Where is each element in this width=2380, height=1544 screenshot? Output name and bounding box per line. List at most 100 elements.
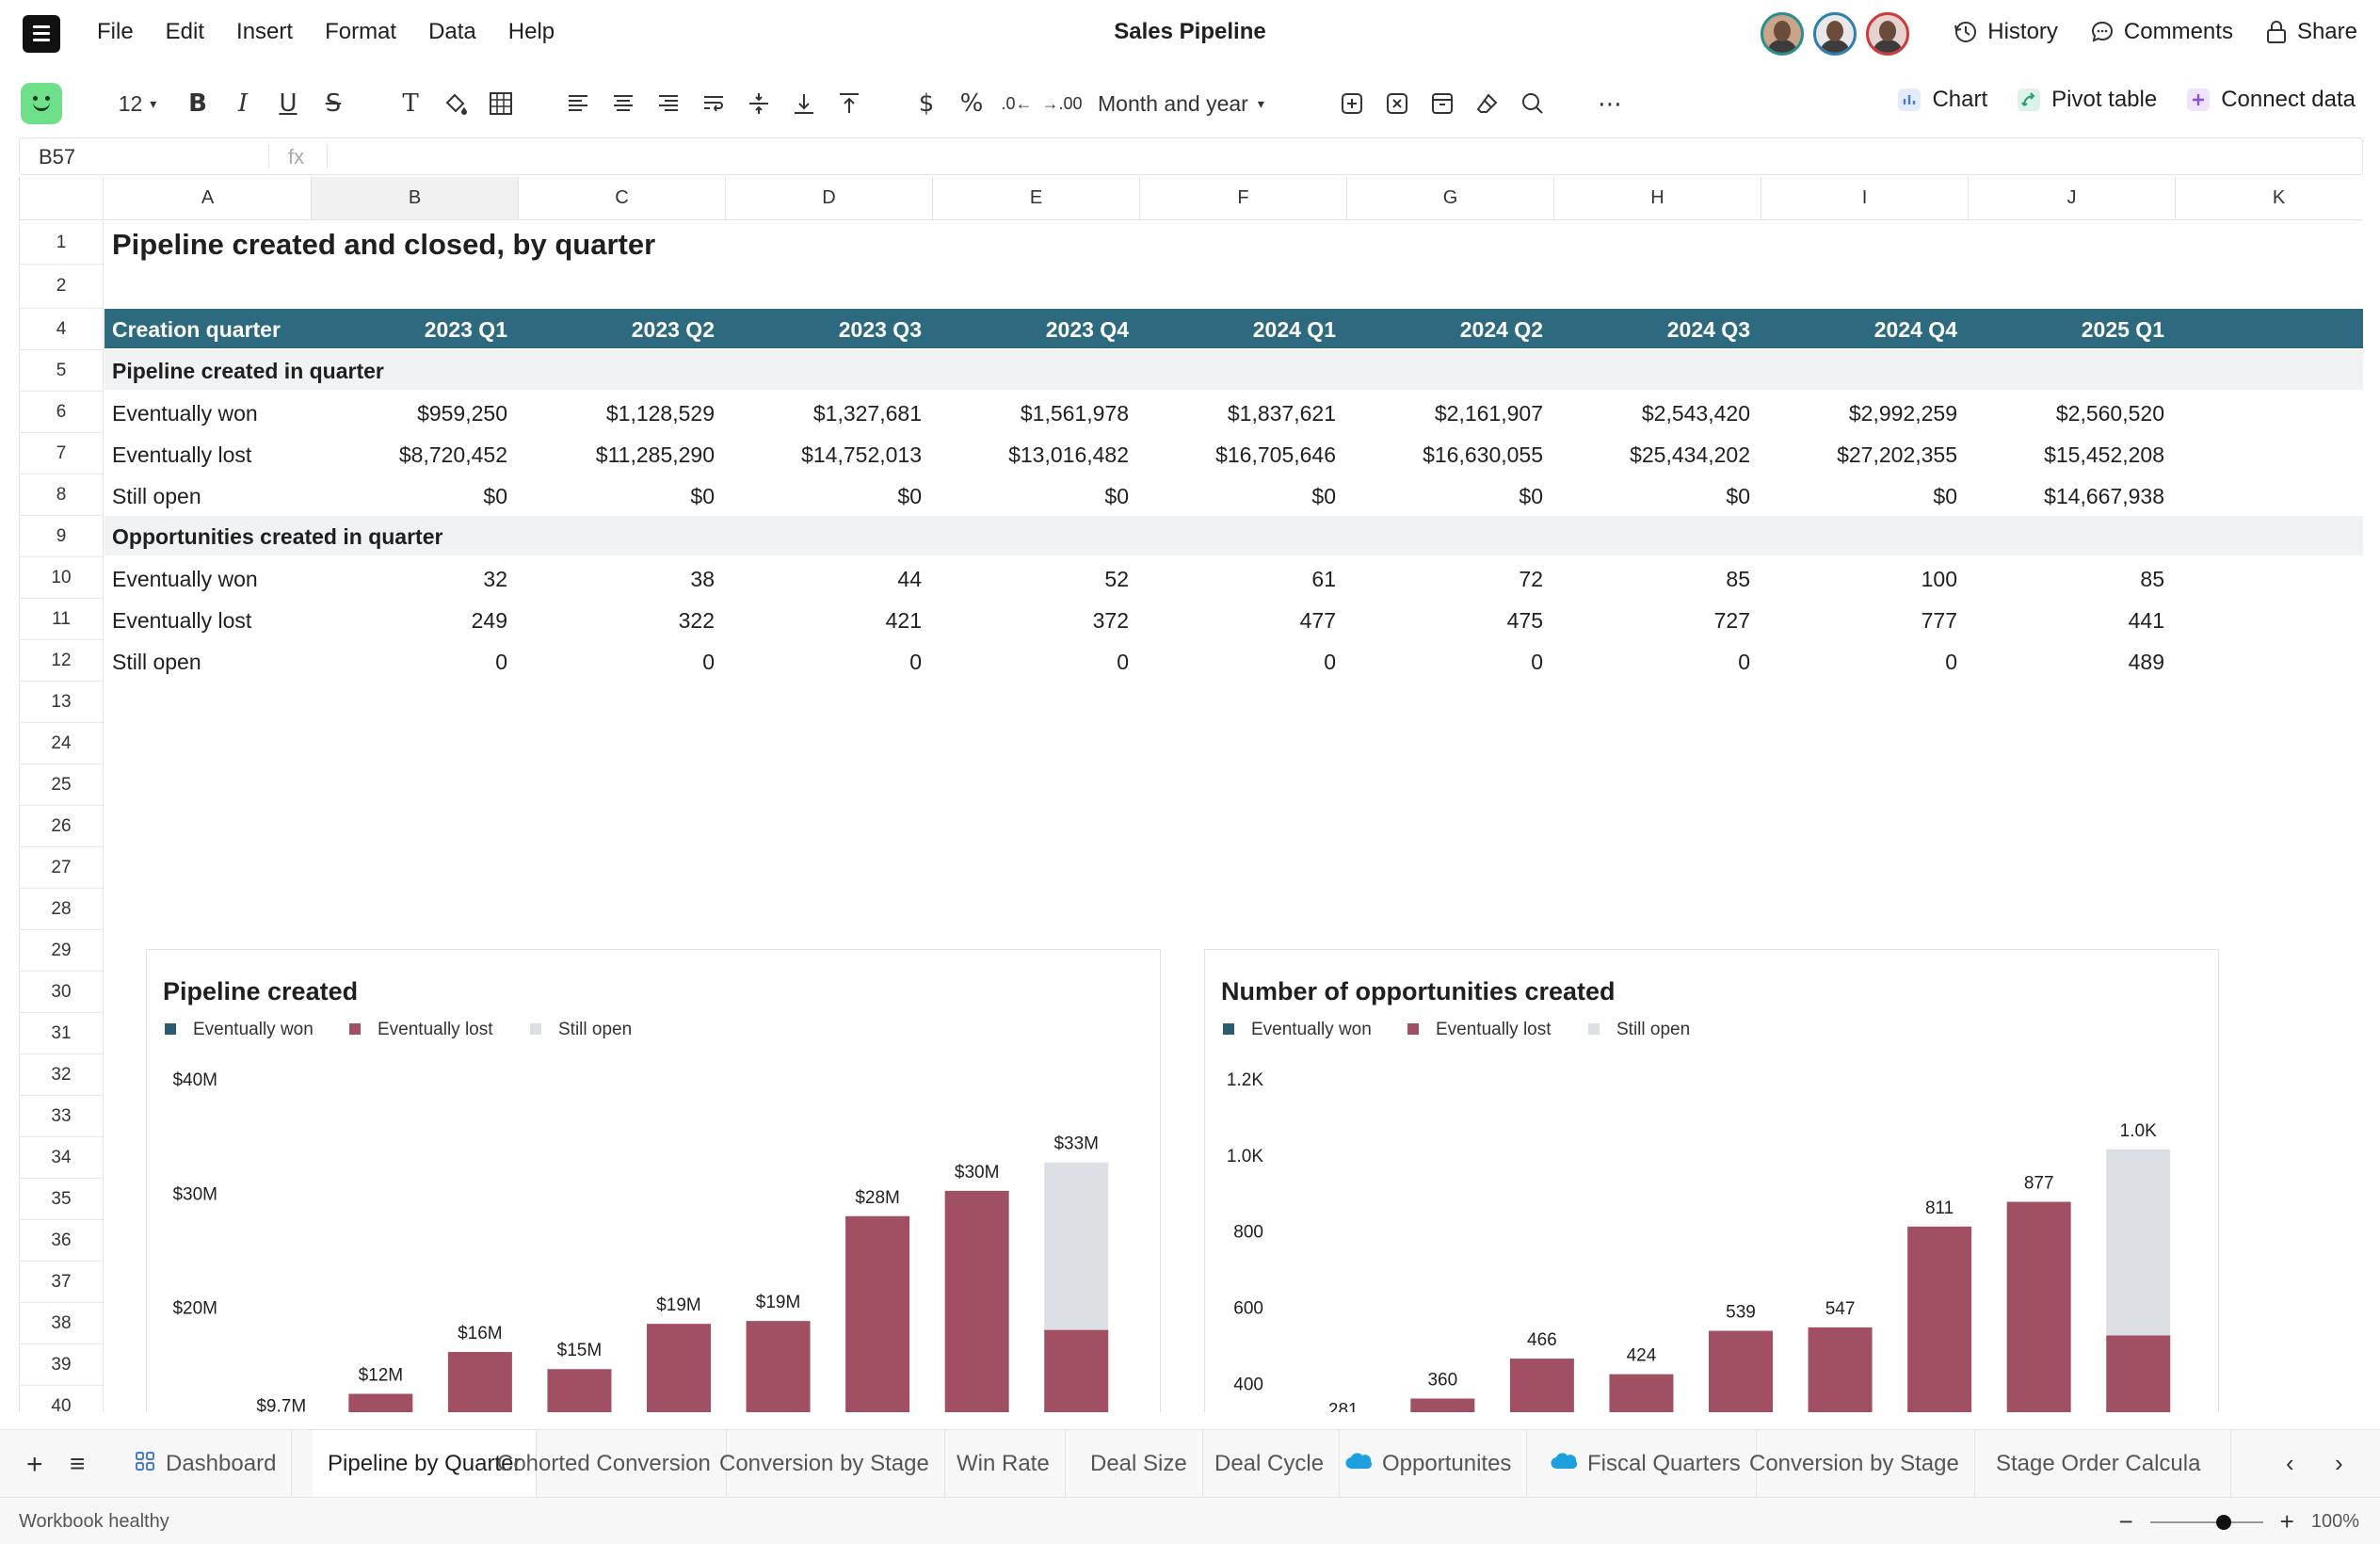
table-cell[interactable]: 85 bbox=[2140, 567, 2164, 591]
chevron-left-icon[interactable]: ‹ bbox=[2286, 1449, 2294, 1477]
column-header-f[interactable]: F bbox=[1140, 177, 1347, 220]
table-cell[interactable]: 421 bbox=[885, 608, 922, 633]
menu-insert[interactable]: Insert bbox=[236, 19, 294, 44]
row-label[interactable]: Eventually lost bbox=[112, 442, 252, 467]
table-cell[interactable]: $1,561,978 bbox=[1020, 401, 1129, 426]
table-cell[interactable]: $0 bbox=[690, 484, 715, 508]
more-options-icon[interactable]: ⋯ bbox=[1598, 88, 1622, 118]
avatar[interactable] bbox=[1761, 12, 1804, 56]
table-cell[interactable]: $2,560,520 bbox=[2055, 401, 2164, 426]
table-cell[interactable]: 441 bbox=[2128, 608, 2164, 633]
row-header[interactable]: 1 bbox=[20, 221, 104, 265]
vertical-align-bottom-icon[interactable] bbox=[787, 87, 821, 121]
column-header-g[interactable]: G bbox=[1347, 177, 1554, 220]
table-cell[interactable]: $2,161,907 bbox=[1434, 401, 1543, 426]
row-header[interactable]: 26 bbox=[20, 806, 104, 847]
table-cell[interactable]: $2,543,420 bbox=[1641, 401, 1750, 426]
row-header[interactable]: 8 bbox=[20, 474, 104, 516]
strikethrough-icon[interactable]: S bbox=[325, 89, 342, 118]
table-cell[interactable]: $1,327,681 bbox=[812, 401, 922, 426]
percent-format-icon[interactable]: % bbox=[959, 89, 984, 118]
assistant-smiley-icon[interactable] bbox=[21, 83, 62, 124]
column-header-d[interactable]: D bbox=[726, 177, 933, 220]
table-cell[interactable]: 100 bbox=[1921, 567, 1957, 591]
row-header[interactable]: 6 bbox=[20, 392, 104, 433]
tab-stage-order-calcula[interactable]: Stage Order Calcula bbox=[1981, 1430, 2231, 1498]
row-header[interactable]: 4 bbox=[20, 309, 104, 350]
row-header[interactable]: 30 bbox=[20, 972, 104, 1013]
increase-decimals-icon[interactable]: →.00 bbox=[1041, 93, 1083, 113]
opportunities-created-chart[interactable]: Number of opportunities created Eventuall… bbox=[1204, 949, 2219, 1412]
menu-format[interactable]: Format bbox=[325, 19, 397, 44]
table-cell[interactable]: 249 bbox=[471, 608, 507, 633]
zoom-slider-handle[interactable] bbox=[2215, 1514, 2231, 1530]
connect-data-button[interactable]: Connect data bbox=[2185, 87, 2356, 113]
table-cell[interactable]: 44 bbox=[897, 567, 922, 591]
table-cell[interactable]: 0 bbox=[1531, 650, 1543, 674]
table-cell[interactable]: $15,452,208 bbox=[2044, 442, 2164, 467]
currency-format-icon[interactable]: $ bbox=[918, 89, 935, 118]
table-cell[interactable]: 0 bbox=[495, 650, 507, 674]
row-header[interactable]: 25 bbox=[20, 764, 104, 806]
align-left-icon[interactable] bbox=[561, 87, 595, 121]
row-header[interactable]: 29 bbox=[20, 930, 104, 972]
table-cell[interactable]: $1,128,529 bbox=[605, 401, 715, 426]
tab-conversion-by-stage[interactable]: Conversion by Stage bbox=[1734, 1430, 1975, 1498]
delete-icon[interactable] bbox=[1380, 87, 1414, 121]
table-header-cell[interactable]: Creation quarter bbox=[112, 317, 281, 342]
zoom-in-icon[interactable]: + bbox=[2279, 1507, 2294, 1536]
column-header-e[interactable]: E bbox=[933, 177, 1140, 220]
eraser-icon[interactable] bbox=[1471, 87, 1504, 121]
table-cell[interactable]: $16,630,055 bbox=[1423, 442, 1543, 467]
row-header[interactable]: 24 bbox=[20, 723, 104, 764]
row-header[interactable]: 40 bbox=[20, 1386, 104, 1412]
vertical-align-middle-icon[interactable] bbox=[742, 87, 776, 121]
section-title[interactable]: Opportunities created in quarter bbox=[112, 524, 443, 549]
table-cell[interactable]: 372 bbox=[1092, 608, 1129, 633]
row-header[interactable]: 32 bbox=[20, 1054, 104, 1096]
table-cell[interactable]: 32 bbox=[483, 567, 507, 591]
search-icon[interactable] bbox=[1516, 87, 1550, 121]
table-cell[interactable]: 38 bbox=[690, 567, 715, 591]
pipeline-created-chart[interactable]: Pipeline created Eventually won Eventually… bbox=[146, 949, 1161, 1412]
vertical-align-top-icon[interactable] bbox=[832, 87, 866, 121]
table-header-cell[interactable]: 2025 Q1 bbox=[2081, 317, 2164, 342]
row-label[interactable]: Eventually lost bbox=[112, 608, 252, 633]
tab-deal-size[interactable]: Deal Size bbox=[1075, 1430, 1203, 1498]
table-cell[interactable]: 489 bbox=[2128, 650, 2164, 674]
zoom-slider[interactable] bbox=[2149, 1514, 2263, 1530]
table-cell[interactable]: 475 bbox=[1506, 608, 1543, 633]
column-header-j[interactable]: J bbox=[1969, 177, 2176, 220]
tab-opportunites[interactable]: Opportunites bbox=[1329, 1430, 1528, 1498]
table-header-cell[interactable]: 2024 Q4 bbox=[1873, 317, 1957, 342]
archive-icon[interactable] bbox=[1425, 87, 1459, 121]
table-cell[interactable]: 322 bbox=[678, 608, 715, 633]
cell-reference[interactable]: B57 bbox=[39, 145, 76, 169]
table-header-cell[interactable]: 2024 Q2 bbox=[1459, 317, 1543, 342]
column-header-a[interactable]: A bbox=[105, 177, 312, 220]
tab-fiscal-quarters[interactable]: Fiscal Quarters bbox=[1535, 1430, 1757, 1498]
row-header[interactable]: 36 bbox=[20, 1220, 104, 1262]
row-header[interactable]: 27 bbox=[20, 847, 104, 889]
row-header[interactable]: 28 bbox=[20, 889, 104, 930]
row-header[interactable]: 11 bbox=[20, 599, 104, 640]
row-label[interactable]: Still open bbox=[112, 484, 201, 508]
history-button[interactable]: History bbox=[1954, 19, 2058, 45]
table-cell[interactable]: 61 bbox=[1311, 567, 1336, 591]
column-header-b[interactable]: B bbox=[312, 177, 519, 220]
decrease-decimals-icon[interactable]: .0← bbox=[1001, 93, 1033, 113]
table-cell[interactable]: 0 bbox=[702, 650, 715, 674]
table-cell[interactable]: 0 bbox=[909, 650, 922, 674]
bold-icon[interactable]: B bbox=[188, 89, 207, 118]
table-cell[interactable]: $0 bbox=[1726, 484, 1750, 508]
table-cell[interactable]: $1,837,621 bbox=[1227, 401, 1336, 426]
tab-dashboard[interactable]: Dashboard bbox=[119, 1430, 293, 1498]
table-cell[interactable]: $14,752,013 bbox=[801, 442, 922, 467]
table-cell[interactable]: $25,434,202 bbox=[1630, 442, 1750, 467]
font-size-select[interactable]: 12 ▾ bbox=[109, 87, 166, 121]
wrap-text-icon[interactable] bbox=[697, 87, 731, 121]
row-header[interactable]: 34 bbox=[20, 1137, 104, 1179]
insert-icon[interactable] bbox=[1335, 87, 1369, 121]
select-all-corner[interactable] bbox=[20, 177, 104, 220]
fill-color-icon[interactable] bbox=[439, 87, 473, 121]
